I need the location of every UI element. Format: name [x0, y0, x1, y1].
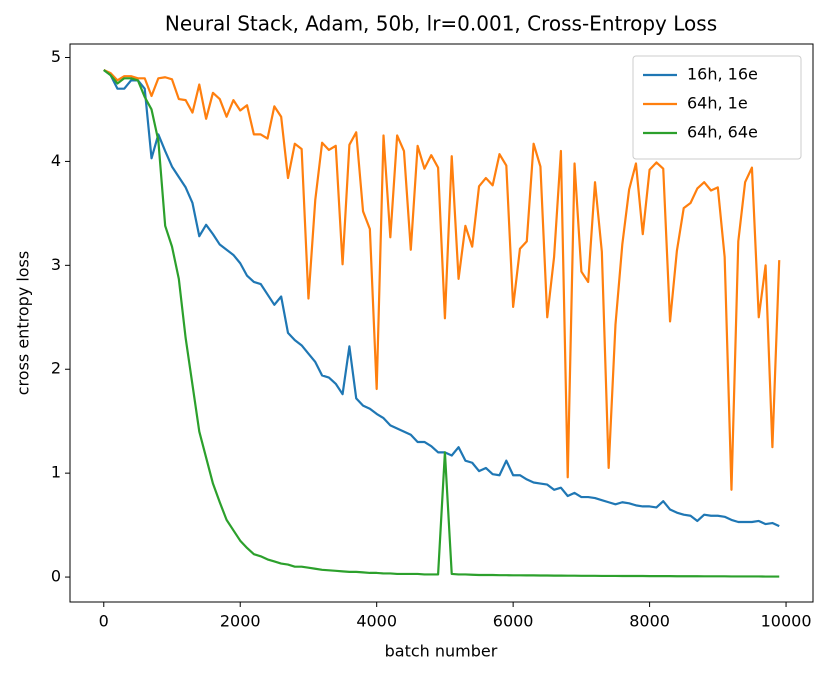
x-tick-label: 4000: [356, 612, 397, 631]
chart-title: Neural Stack, Adam, 50b, lr=0.001, Cross…: [165, 12, 717, 36]
y-tick-label: 0: [51, 567, 61, 586]
x-tick-label: 10000: [761, 612, 812, 631]
series-line: [103, 69, 780, 528]
x-tick-label: 6000: [493, 612, 534, 631]
x-axis-label: batch number: [385, 642, 498, 661]
y-tick-label: 1: [51, 463, 61, 482]
x-tick-label: 8000: [629, 612, 670, 631]
y-tick-label: 4: [51, 151, 61, 170]
legend-label: 16h, 16e: [687, 65, 758, 84]
y-axis-label: cross entropy loss: [14, 251, 33, 395]
y-tick-label: 2: [51, 359, 61, 378]
x-tick-label: 2000: [220, 612, 261, 631]
y-tick-label: 5: [51, 47, 61, 66]
legend-label: 64h, 64e: [687, 123, 758, 142]
series-line: [103, 68, 781, 491]
x-tick-label: 0: [99, 612, 109, 631]
legend-label: 64h, 1e: [687, 94, 748, 113]
series-line: [103, 69, 780, 578]
plot-frame: [69, 43, 814, 603]
y-tick-label: 3: [51, 255, 61, 274]
